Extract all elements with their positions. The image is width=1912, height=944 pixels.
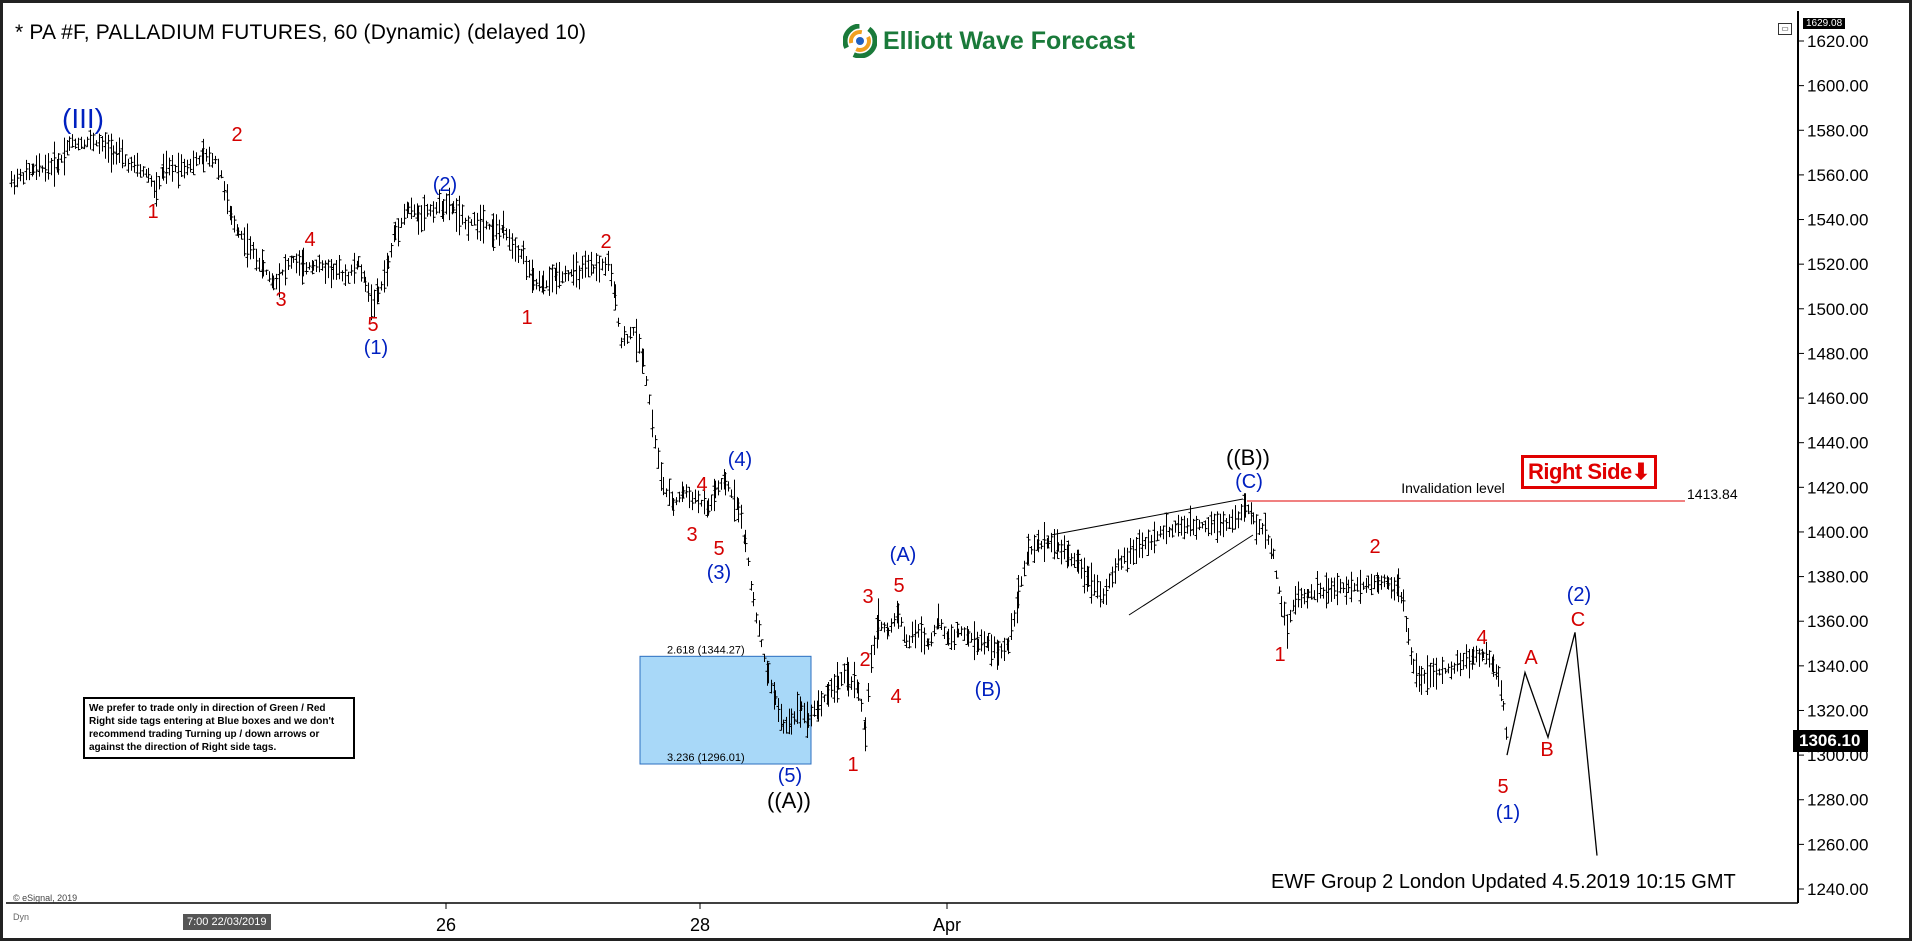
wave-label-red: 4 [304,229,315,251]
fib-blue-box [639,655,812,765]
y-tick-label: 1620.00 [1807,32,1868,51]
wave-label-blue: (B) [975,679,1002,701]
wave-label-red: 3 [862,586,873,608]
wave-label-blue: (A) [890,544,917,566]
y-tick-label: 1460.00 [1807,389,1868,408]
y-tick-label: 1320.00 [1807,701,1868,720]
brand-name: Elliott Wave Forecast [883,26,1135,55]
y-tick-label: 1580.00 [1807,121,1868,140]
copyright: © eSignal, 2019 [13,893,78,903]
cursor-date: 7:00 22/03/2019 [183,914,271,930]
y-tick-label: 1360.00 [1807,612,1868,631]
wave-label-black: ((B)) [1226,445,1270,470]
wave-label-red: C [1571,609,1585,631]
fib-bottom-label: 3.236 (1296.01) [667,752,745,764]
y-tick-label: 1340.00 [1807,657,1868,676]
diagonal-lower-line [1128,534,1254,616]
wave-label-red: 5 [713,538,724,560]
window-restore-icon[interactable]: ▭ [1778,23,1792,35]
down-arrow-icon: ⬇ [1631,459,1650,484]
x-tick-label: 26 [436,915,456,935]
wave-label-blue: (2) [1567,584,1591,606]
wave-label-red: A [1524,647,1538,669]
updated-stamp: EWF Group 2 London Updated 4.5.2019 10:1… [1271,871,1736,893]
y-tick-label: 1280.00 [1807,791,1868,810]
wave-label-red: 3 [275,289,286,311]
projection-path [1506,632,1598,856]
wave-label-blue: (III) [62,103,104,134]
price-chart[interactable]: 1620.00 1600.00 1580.00 1560.00 1540.00 1520.… [3,3,1912,944]
right-side-label: Right Side [1528,459,1632,484]
wave-label-red: 2 [600,231,611,253]
y-tick-label: 1240.00 [1807,880,1868,899]
wave-label-red: 1 [521,307,532,329]
fib-top-label: 2.618 (1344.27) [667,644,745,656]
wave-label-red: 5 [367,314,378,336]
wave-label-red: 4 [890,686,901,708]
brand-swirl-icon [843,24,877,58]
y-tick-label: 1440.00 [1807,434,1868,453]
wave-label-red: 4 [1476,627,1487,649]
wave-label-red: 2 [859,649,870,671]
x-tick-label: Apr [933,915,961,935]
wave-label-black: ((A)) [767,788,811,813]
wave-label-red: 2 [1369,536,1380,558]
invalidation-label: Invalidation level [1401,480,1505,496]
wave-label-blue: (1) [1496,802,1520,824]
y-tick-label: 1600.00 [1807,77,1868,96]
y-tick-label: 1400.00 [1807,523,1868,542]
wave-label-red: 1 [147,201,158,223]
chart-title: * PA #F, PALLADIUM FUTURES, 60 (Dynamic)… [15,21,587,44]
y-tick-label: 1380.00 [1807,568,1868,587]
wave-label-blue: (3) [707,562,731,584]
wave-label-red: 2 [231,124,242,146]
brand-logo: Elliott Wave Forecast [843,23,1135,59]
y-tick-label: 1560.00 [1807,166,1868,185]
current-price-tag: 1306.10 [1793,730,1869,752]
wave-label-red: 5 [893,575,904,597]
y-tick-label: 1520.00 [1807,255,1868,274]
wave-label-red: 5 [1497,776,1508,798]
top-price-tag: 1629.08 [1803,18,1846,29]
wave-label-red: 1 [847,754,858,776]
y-tick-label: 1480.00 [1807,344,1868,363]
wave-label-red: 3 [686,524,697,546]
wave-label-blue: (5) [778,765,802,787]
wave-label-blue: (1) [364,337,388,359]
right-side-tag: Right Side⬇ [1521,455,1657,489]
diagonal-upper-line [1050,498,1244,536]
y-tick-label: 1260.00 [1807,835,1868,854]
wave-label-red: B [1540,739,1553,761]
y-tick-label: 1420.00 [1807,478,1868,497]
x-tick-label: 28 [690,915,710,935]
wave-label-blue: (C) [1235,471,1263,493]
invalidation-value: 1413.84 [1687,486,1738,502]
trading-note: We prefer to trade only in direction of … [83,697,355,759]
wave-label-red: 4 [696,474,707,496]
y-tick-label: 1540.00 [1807,211,1868,230]
dyn-label: Dyn [13,912,30,922]
wave-label-blue: (2) [433,174,457,196]
wave-label-blue: (4) [728,449,752,471]
y-tick-label: 1500.00 [1807,300,1868,319]
wave-label-red: 1 [1274,644,1285,666]
